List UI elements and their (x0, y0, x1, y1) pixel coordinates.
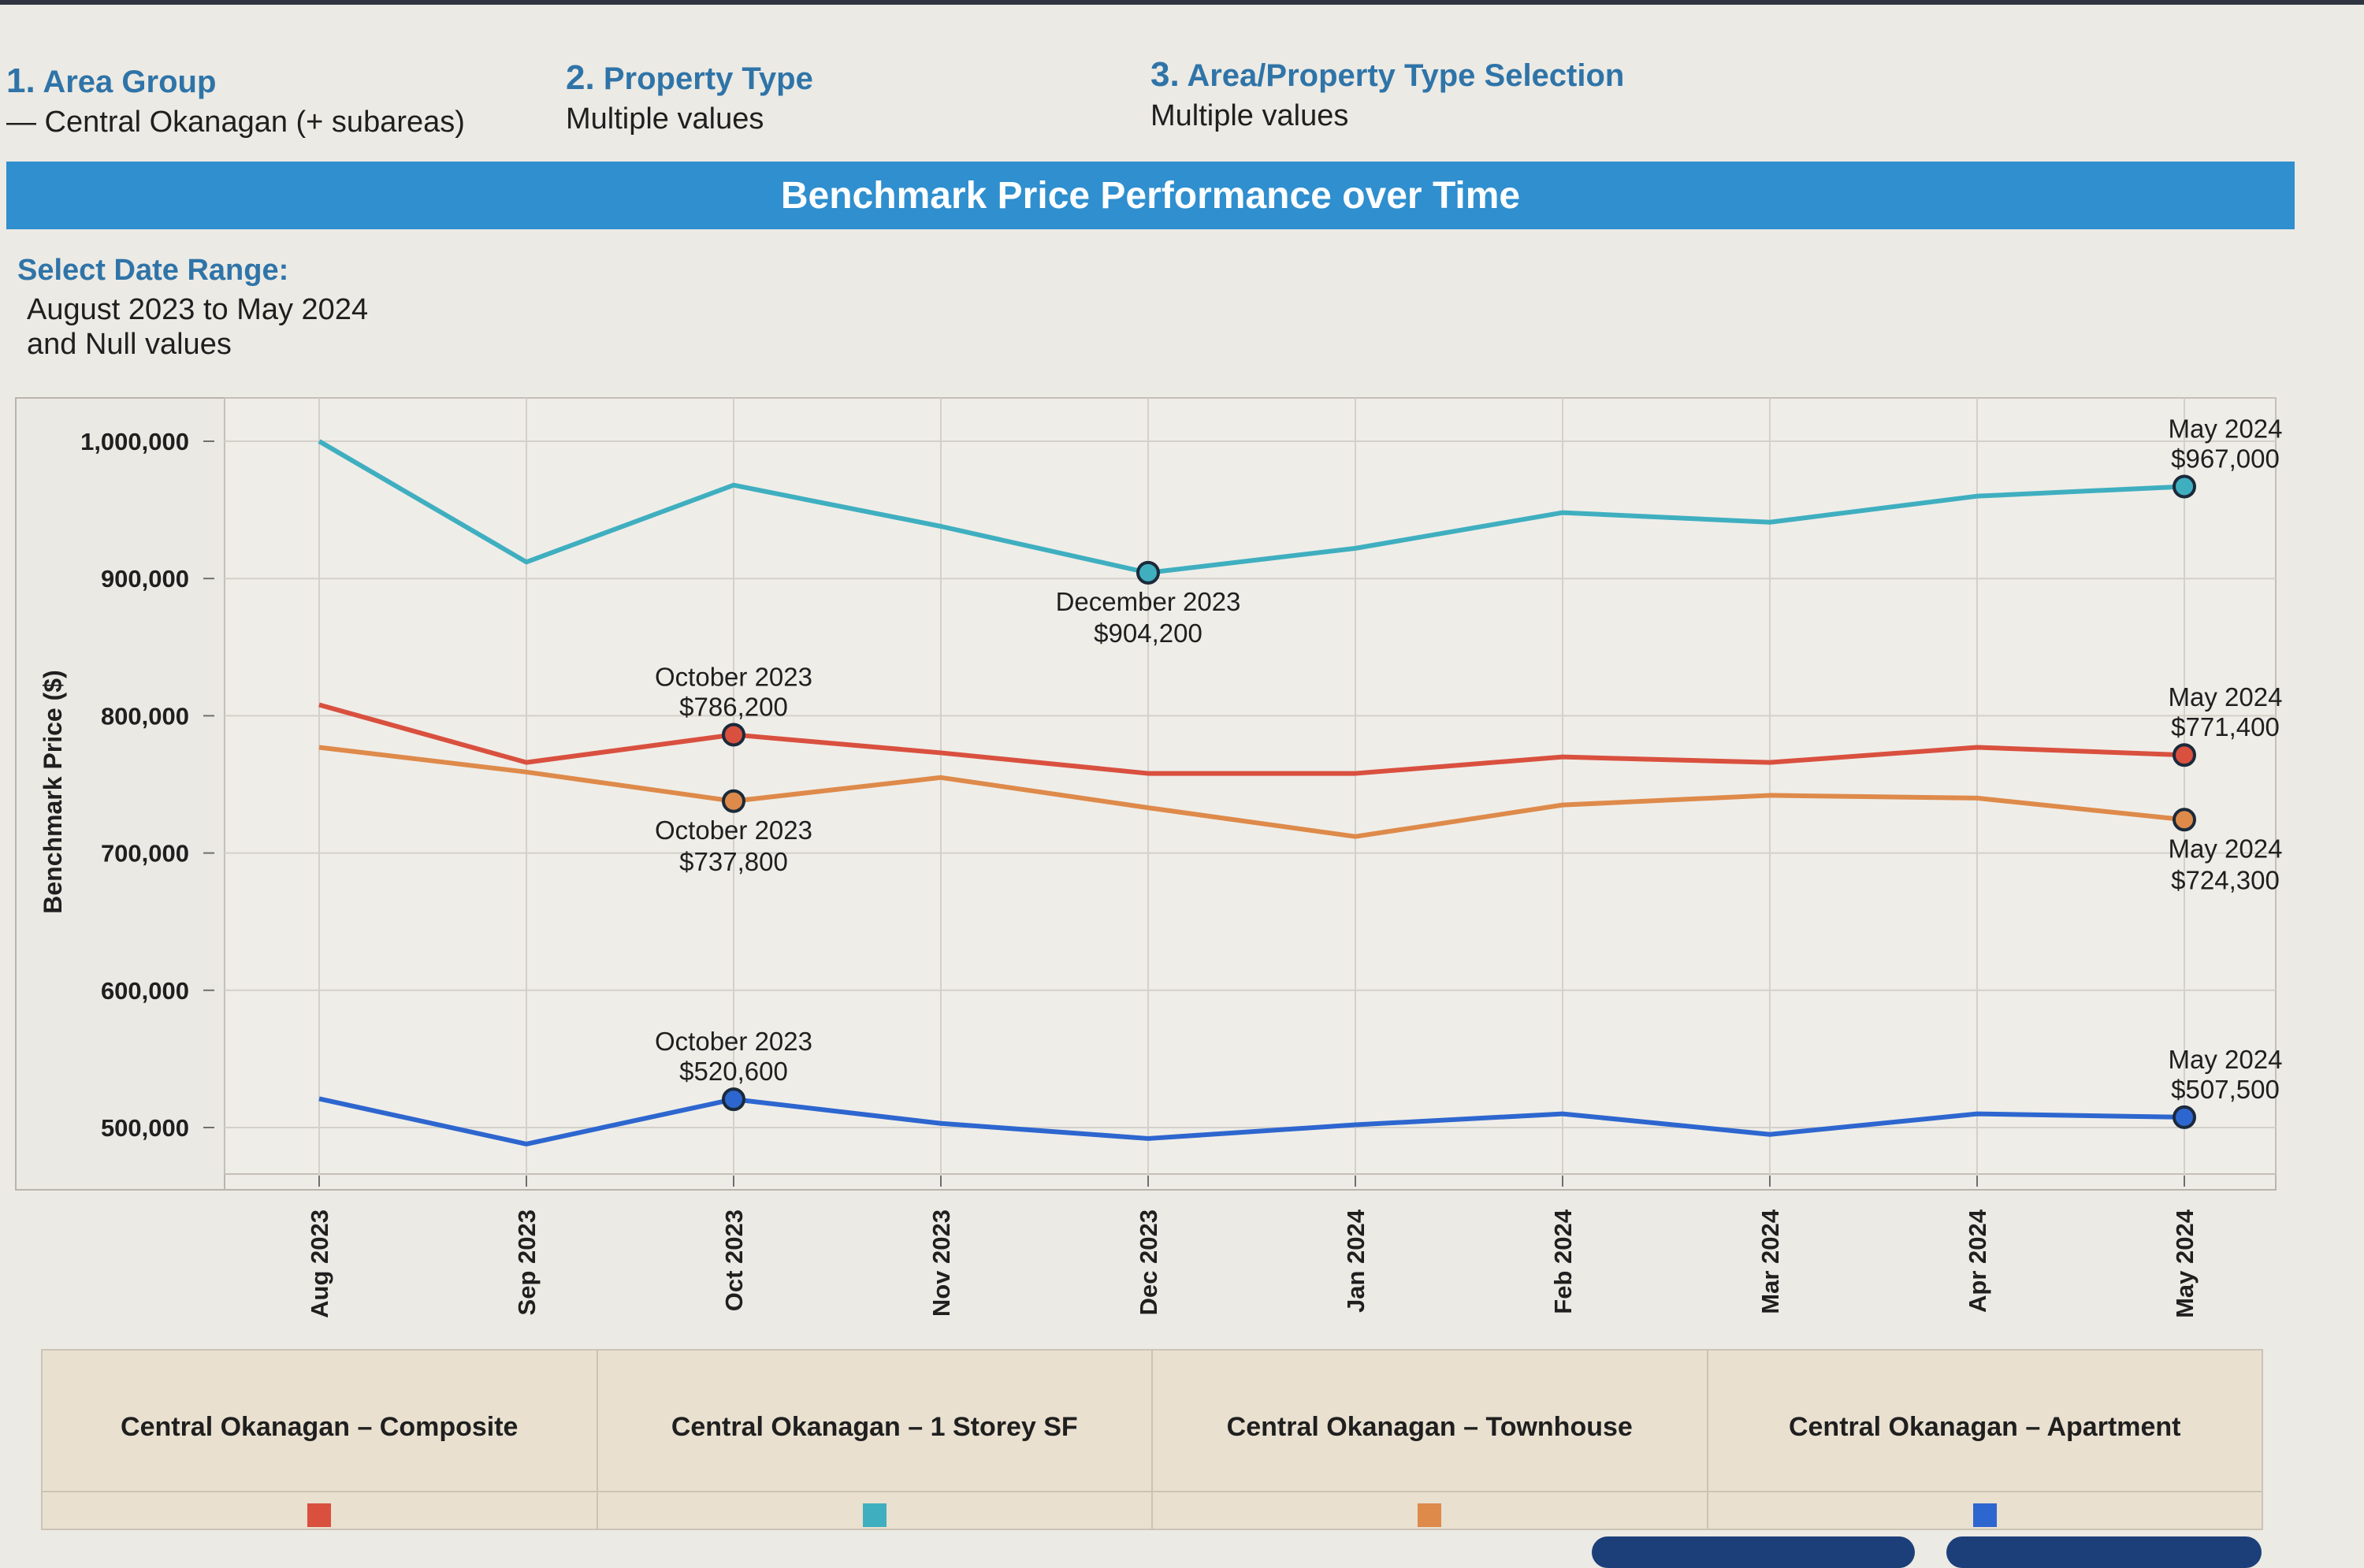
annotation-value: $737,800 (679, 847, 788, 876)
x-tick-label: Nov 2023 (927, 1209, 955, 1317)
filter-title: 1. Area Group (6, 61, 217, 100)
legend-label: Central Okanagan – Apartment (1788, 1412, 2181, 1442)
legend-swatch (1972, 1503, 1997, 1527)
y-tick-label: 1,000,000 (80, 428, 189, 455)
annotation-label: October 2023 (655, 1027, 812, 1056)
x-tick-label: Oct 2023 (720, 1209, 748, 1311)
y-tick-label: 600,000 (101, 977, 189, 1005)
date-range-filter[interactable]: Select Date Range: August 2023 to May 20… (17, 254, 368, 362)
filter-property-type[interactable]: 2. Property Type Multiple values (566, 58, 813, 136)
filter-title: 3. Area/Property Type Selection (1150, 55, 1625, 94)
data-point-marker (722, 789, 745, 813)
x-tick-label: Feb 2024 (1549, 1209, 1577, 1313)
data-point-marker (2173, 808, 2196, 832)
filter-value: Multiple values (1150, 99, 1349, 132)
chart-title-banner: Benchmark Price Performance over Time (6, 162, 2295, 229)
x-tick-label: Sep 2023 (513, 1209, 541, 1315)
data-point-marker (2173, 474, 2196, 499)
annotation-label: May 2024 (2169, 682, 2283, 712)
legend-label: Central Okanagan – 1 Storey SF (671, 1412, 1078, 1442)
nav-button[interactable] (1946, 1536, 2262, 1568)
date-range-value: August 2023 to May 2024 and Null values (27, 292, 368, 362)
annotation-value: $724,300 (2171, 865, 2280, 894)
data-point-marker (2173, 1105, 2196, 1129)
series-line-1 (318, 439, 2185, 575)
plot-area (224, 397, 2277, 1175)
legend-swatch (1418, 1503, 1442, 1527)
top-border (0, 0, 2364, 5)
data-point-marker (722, 723, 745, 747)
data-point-marker (1136, 560, 1160, 585)
filter-area-property-selection[interactable]: 3. Area/Property Type Selection Multiple… (1150, 55, 1624, 133)
y-tick-label: 500,000 (101, 1114, 189, 1142)
x-tick-label: May 2024 (2171, 1209, 2199, 1318)
legend-swatch (862, 1503, 886, 1527)
series-line-2 (318, 745, 2185, 839)
legend-item-composite[interactable]: Central Okanagan – Composite (43, 1351, 598, 1529)
legend-item-townhouse[interactable]: Central Okanagan – Townhouse (1153, 1351, 1708, 1529)
date-range-line1: August 2023 to May 2024 (27, 293, 369, 326)
y-tick-label: 800,000 (101, 702, 189, 730)
annotation-value: $967,000 (2171, 444, 2280, 473)
date-range-line2: and Null values (27, 328, 232, 361)
annotation-label: October 2023 (655, 662, 812, 691)
legend-item-apartment[interactable]: Central Okanagan – Apartment (1708, 1351, 2262, 1529)
x-tick-label: Apr 2024 (1964, 1209, 1991, 1313)
annotation-value: $520,600 (679, 1057, 788, 1086)
annotation-label: May 2024 (2169, 1045, 2283, 1074)
series-line-3 (318, 1096, 2185, 1146)
nav-button[interactable] (1592, 1536, 1915, 1568)
x-tick-label: Aug 2023 (306, 1209, 333, 1318)
line-chart: 500,000 600,000 700,000 800,000 900,000 1,000… (15, 397, 2283, 1318)
filter-value: Multiple values (566, 102, 764, 136)
annotation-label: May 2024 (2169, 834, 2283, 863)
legend-item-1-storey-sf[interactable]: Central Okanagan – 1 Storey SF (597, 1351, 1153, 1529)
y-axis-title: Benchmark Price ($) (39, 670, 67, 913)
annotation-value: $507,500 (2171, 1075, 2280, 1104)
filter-title: 2. Property Type (566, 58, 813, 97)
x-tick-label: Mar 2024 (1756, 1209, 1784, 1313)
data-point-marker (722, 1087, 745, 1112)
legend-divider (43, 1491, 597, 1492)
legend-swatch (307, 1503, 332, 1527)
legend-label: Central Okanagan – Townhouse (1226, 1412, 1633, 1442)
filter-value: — Central Okanagan (+ subareas) (6, 106, 465, 139)
legend-label: Central Okanagan – Composite (121, 1412, 519, 1442)
annotation-label: May 2024 (2169, 414, 2283, 443)
legend-divider (1153, 1491, 1707, 1492)
legend-divider (597, 1491, 1151, 1492)
y-axis-panel (15, 397, 225, 1191)
filter-area-group[interactable]: 1. Area Group — Central Okanagan (+ suba… (6, 61, 465, 139)
annotation-label: October 2023 (655, 816, 812, 845)
annotation-value: $786,200 (679, 692, 788, 721)
series-line-0 (318, 702, 2185, 776)
x-tick-label: Jan 2024 (1342, 1209, 1370, 1313)
y-tick-label: 900,000 (101, 565, 189, 593)
x-tick-label: Dec 2023 (1135, 1209, 1162, 1315)
data-point-marker (2173, 743, 2196, 767)
date-range-label: Select Date Range: (17, 254, 289, 287)
annotation-value: $904,200 (1094, 619, 1202, 648)
y-tick-label: 700,000 (101, 840, 189, 868)
annotation-label: December 2023 (1056, 587, 1241, 616)
legend: Central Okanagan – Composite Central Oka… (41, 1349, 2263, 1530)
legend-divider (1708, 1491, 2262, 1492)
annotation-value: $771,400 (2171, 712, 2280, 741)
